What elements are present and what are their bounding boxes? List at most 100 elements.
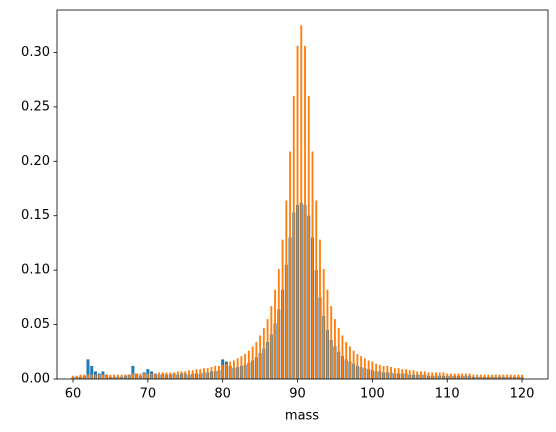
bar (161, 372, 164, 379)
bar (75, 375, 78, 379)
bar (203, 368, 205, 379)
bar (491, 374, 494, 379)
bar (412, 370, 415, 379)
bar (498, 374, 501, 379)
x-tick-label: 90 (289, 387, 306, 402)
bar (427, 372, 430, 379)
y-tick-label: 0.05 (21, 317, 50, 332)
bar (337, 327, 340, 379)
bar (128, 374, 131, 379)
bar (176, 371, 179, 379)
bar (191, 370, 194, 379)
bar (120, 374, 123, 379)
bar (319, 239, 321, 379)
bar (259, 335, 262, 379)
bar (386, 365, 389, 379)
x-tick-label: 100 (360, 387, 385, 402)
bar (232, 360, 235, 379)
bar (146, 373, 149, 379)
bar (102, 374, 104, 379)
bar (438, 372, 441, 379)
bar (479, 374, 482, 379)
bar (173, 372, 175, 379)
bar (423, 371, 426, 379)
bar (251, 346, 254, 379)
bar (408, 370, 411, 379)
bar (236, 358, 239, 379)
x-tick-label: 70 (140, 387, 157, 402)
bar (457, 373, 460, 379)
bar (356, 353, 359, 379)
bar (378, 364, 381, 379)
bar (143, 373, 146, 379)
bar (240, 356, 243, 379)
bar (420, 371, 422, 379)
bar (296, 45, 299, 380)
bar (266, 319, 269, 379)
bar (131, 373, 134, 379)
bar (390, 367, 393, 379)
x-tick-label: 110 (435, 387, 460, 402)
bar (450, 373, 452, 379)
bar (468, 373, 471, 379)
bar (442, 372, 445, 379)
bar (405, 369, 407, 379)
bar (289, 151, 291, 379)
bar (94, 374, 97, 379)
bar (521, 374, 523, 379)
bar (401, 369, 404, 379)
bar (509, 374, 512, 379)
bar (334, 319, 336, 379)
x-tick-label: 80 (214, 387, 231, 402)
bar (113, 374, 116, 379)
bar (105, 374, 108, 379)
bar (79, 374, 82, 379)
bar (348, 346, 351, 379)
bar (86, 359, 90, 379)
bar (274, 289, 277, 379)
bar (341, 335, 344, 379)
bar (300, 25, 303, 379)
bar (352, 350, 355, 379)
bar (517, 374, 520, 379)
bar (180, 371, 183, 379)
bar (461, 373, 464, 379)
bar (116, 374, 119, 379)
bar (375, 363, 378, 379)
bar (292, 95, 295, 379)
bar (431, 372, 434, 379)
bar (330, 306, 333, 379)
bar (453, 373, 456, 379)
bar (221, 364, 224, 379)
x-tick-label: 60 (65, 387, 82, 402)
y-tick-label: 0.15 (21, 208, 50, 223)
bar (98, 374, 101, 379)
x-tick-label: 120 (510, 387, 535, 402)
bar (90, 365, 94, 379)
bar (513, 374, 516, 379)
bar (382, 365, 385, 379)
bar (345, 341, 348, 379)
y-tick-label: 0.10 (21, 263, 50, 278)
bar (165, 372, 168, 379)
bar (210, 367, 213, 379)
bar (487, 374, 490, 379)
bar (158, 372, 161, 379)
bar (218, 365, 220, 379)
bar (270, 306, 273, 379)
bar (150, 373, 153, 379)
y-tick-label: 0.30 (21, 45, 50, 60)
bar (244, 353, 247, 379)
bar (90, 374, 93, 379)
bar (72, 375, 74, 379)
bar (255, 341, 258, 379)
y-tick-label: 0.00 (21, 372, 50, 387)
bar (184, 371, 187, 379)
bar (371, 361, 374, 379)
bar (135, 373, 138, 379)
bar (214, 365, 217, 379)
bar (304, 45, 306, 380)
bar (367, 360, 370, 379)
